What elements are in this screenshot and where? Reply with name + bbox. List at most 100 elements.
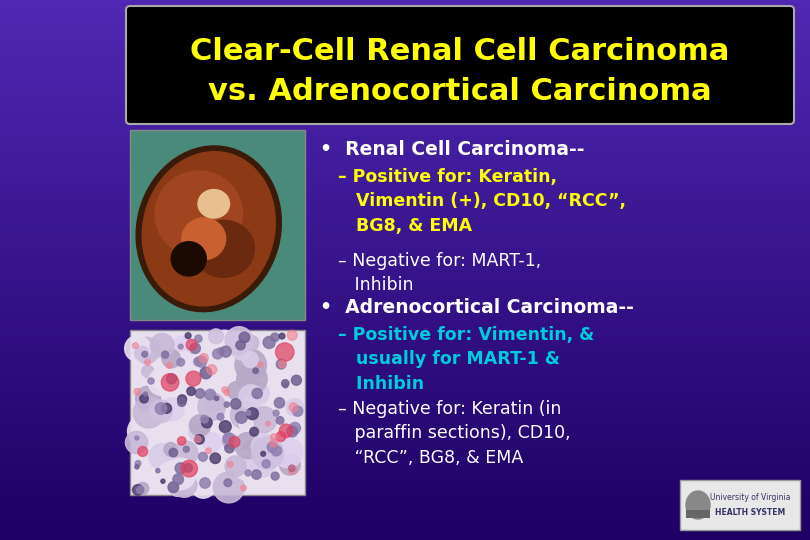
Circle shape [161,479,165,483]
Ellipse shape [182,218,226,260]
Circle shape [181,460,198,477]
Circle shape [178,344,183,349]
Circle shape [235,433,261,458]
Circle shape [276,431,286,442]
Circle shape [175,463,186,474]
Circle shape [176,352,193,369]
Circle shape [271,333,279,341]
Circle shape [205,389,215,400]
Circle shape [224,402,229,407]
Ellipse shape [171,242,207,276]
Circle shape [204,393,223,411]
Circle shape [239,332,249,343]
Circle shape [162,349,181,368]
Circle shape [185,333,191,339]
Circle shape [207,364,217,375]
Circle shape [210,453,220,463]
Circle shape [266,421,271,426]
Circle shape [194,335,202,342]
Circle shape [190,415,211,436]
Text: vs. Adrenocortical Carcinoma: vs. Adrenocortical Carcinoma [208,78,712,106]
Circle shape [164,458,196,490]
Circle shape [217,348,224,354]
Circle shape [239,417,254,431]
Text: – Negative for: Keratin (in
   paraffin sections), CD10,
   “RCC”, BG8, & EMA: – Negative for: Keratin (in paraffin sec… [338,400,570,467]
Circle shape [251,434,277,460]
Circle shape [213,330,236,353]
Circle shape [148,378,154,384]
Circle shape [149,444,175,470]
Circle shape [137,482,149,495]
Circle shape [273,437,303,468]
Circle shape [199,354,208,362]
Circle shape [195,389,205,398]
Circle shape [236,341,245,350]
Circle shape [187,387,195,395]
Circle shape [288,465,295,471]
Circle shape [149,400,173,423]
Circle shape [271,472,279,480]
Circle shape [135,461,141,466]
Circle shape [162,351,168,358]
Text: •  Adrenocortical Carcinoma--: • Adrenocortical Carcinoma-- [320,298,634,317]
Circle shape [215,396,219,401]
Bar [135,15,795,125]
Circle shape [267,442,277,452]
Circle shape [142,352,147,357]
Circle shape [167,374,177,384]
Circle shape [183,447,190,452]
Circle shape [177,437,185,445]
Circle shape [224,479,232,487]
Circle shape [252,437,284,469]
Circle shape [209,329,224,343]
Bar [130,330,305,495]
Circle shape [162,403,172,413]
Circle shape [177,359,185,366]
Circle shape [276,416,284,424]
Circle shape [273,410,279,416]
Circle shape [252,388,262,399]
Text: •  Renal Cell Carcinoma--: • Renal Cell Carcinoma-- [320,140,585,159]
Circle shape [220,421,231,433]
Circle shape [151,334,174,357]
Circle shape [275,397,284,408]
Circle shape [235,349,266,381]
Circle shape [172,472,197,497]
Circle shape [161,398,184,421]
Circle shape [230,401,258,429]
Circle shape [231,399,241,409]
Circle shape [245,447,276,477]
Text: – Positive for: Keratin,
   Vimentin (+), CD10, “RCC”,
   BG8, & EMA: – Positive for: Keratin, Vimentin (+), C… [338,168,626,234]
Circle shape [225,456,245,477]
Circle shape [228,462,233,467]
Circle shape [133,343,139,348]
Circle shape [287,426,297,437]
Bar [686,510,710,518]
Circle shape [220,346,232,357]
Circle shape [134,338,160,363]
Ellipse shape [193,220,254,278]
Circle shape [171,336,194,359]
FancyBboxPatch shape [126,6,794,124]
Circle shape [142,366,154,377]
Circle shape [170,482,185,496]
Circle shape [271,434,277,440]
Circle shape [292,375,301,385]
Circle shape [213,472,244,503]
Circle shape [282,380,289,387]
Circle shape [253,368,258,374]
Circle shape [288,465,297,474]
Circle shape [212,349,223,359]
Circle shape [279,424,292,437]
Circle shape [194,436,201,442]
Circle shape [237,363,267,394]
Circle shape [242,440,266,464]
Circle shape [174,441,198,465]
Circle shape [186,371,201,386]
Circle shape [247,382,269,404]
Circle shape [159,462,179,483]
Bar [680,480,800,530]
Circle shape [279,361,286,368]
Circle shape [283,383,288,388]
Circle shape [224,389,230,395]
